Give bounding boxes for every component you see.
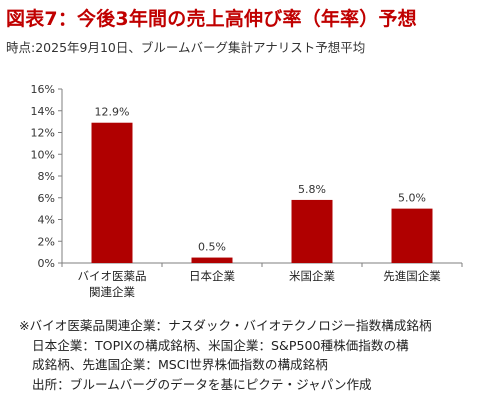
y-tick-label: 6% — [38, 192, 55, 205]
y-tick-label: 4% — [38, 214, 55, 227]
data-label: 5.0% — [398, 192, 426, 205]
footnote-line: 日本企業：TOPIXの構成銘柄、米国企業：S&P500種株価指数の構 — [32, 337, 409, 353]
source-note: 出所：ブルームバーグのデータを基にピクテ・ジャパン作成 — [32, 376, 372, 392]
x-tick-label: バイオ医薬品 — [78, 269, 147, 283]
data-label: 5.8% — [298, 183, 326, 196]
y-tick-label: 0% — [38, 257, 55, 270]
bar — [391, 208, 433, 263]
y-tick-label: 10% — [31, 148, 55, 161]
footnotes: ※バイオ医薬品関連企業：ナスダック・バイオテクノロジー指数構成銘柄 日本企業：T… — [19, 316, 432, 394]
y-tick-label: 16% — [31, 83, 55, 96]
x-tick-label: 先進国企業 — [383, 269, 441, 283]
data-label: 12.9% — [95, 106, 130, 119]
y-tick-label: 8% — [38, 170, 55, 183]
bar — [291, 199, 333, 263]
bar — [91, 122, 133, 264]
y-tick-label: 14% — [31, 105, 55, 118]
footnote-line: ※バイオ医薬品関連企業：ナスダック・バイオテクノロジー指数構成銘柄 — [19, 318, 432, 333]
x-tick-label: 日本企業 — [189, 269, 235, 283]
bar — [191, 257, 233, 263]
footnote-line: 成銘柄、先進国企業：MSCI世界株価指数の構成銘柄 — [32, 357, 328, 372]
y-tick-label: 2% — [38, 235, 55, 248]
bar-chart: 0% 2% 4% 6% 8% 10% 12% 14% 16% 12.9% バイオ医薬品関連企業 0.5… — [31, 83, 463, 299]
x-tick-label: 関連企業 — [89, 285, 135, 299]
x-tick-label: 米国企業 — [289, 269, 335, 283]
y-tick-label: 12% — [31, 127, 55, 140]
chart-title: 図表7：今後3年間の売上高伸び率（年率）予想 — [6, 8, 417, 30]
data-label: 0.5% — [198, 241, 226, 254]
chart-subtitle: 時点:2025年9月10日、ブルームバーグ集計アナリスト予想平均 — [6, 40, 366, 55]
